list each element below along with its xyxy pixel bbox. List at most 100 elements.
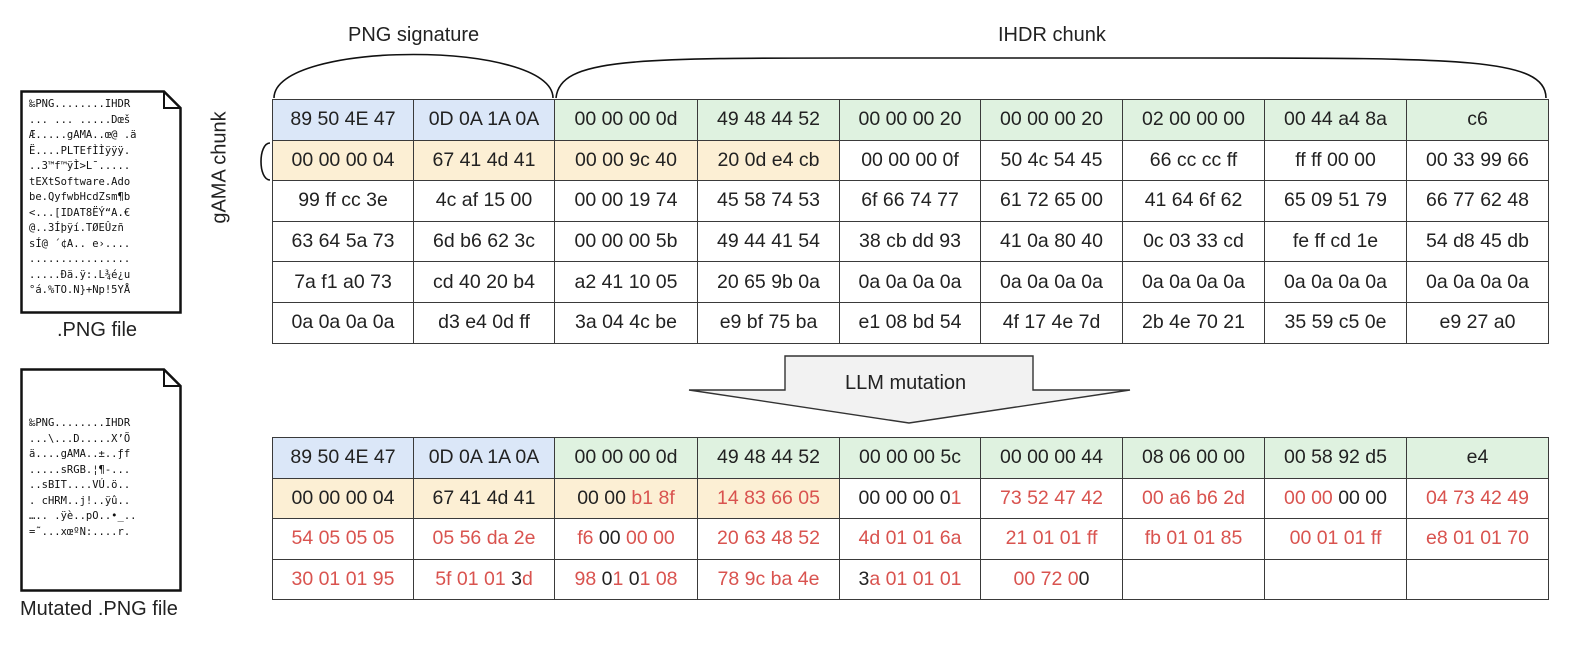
- hex-row: 89 50 4E 47 0D 0A 1A 0A 00 00 00 0d 49 48 4…: [272, 437, 1549, 479]
- file-text-line: ….. .ÿè..pO..•_..: [29, 510, 137, 522]
- llm-mutation-label: LLM mutation: [845, 372, 967, 394]
- byte-text: 0a 0a 0a 0a: [999, 270, 1103, 293]
- hex-row: 0a 0a 0a 0a d3 e4 0d ff 3a 04 4c be e9 bf 7…: [272, 301, 1549, 344]
- file-text-line: Ë....PLTEfÌÌÿÿÿ.: [29, 144, 131, 157]
- mutated-byte-text: 4d 01 01 6a: [858, 527, 962, 550]
- byte-text: 61 72 65 00: [999, 189, 1103, 212]
- hex-cell: 0c 03 33 cd: [1122, 220, 1265, 263]
- hex-cell: 00 44 a4 8a: [1264, 99, 1407, 141]
- file-text-line: @..3Íþÿí.TØEÛzñ: [29, 222, 124, 234]
- byte-text: 0a 0a 0a 0a: [1425, 270, 1529, 293]
- file-text-line: ‰PNG........IHDR: [29, 417, 131, 429]
- byte-text: 35 59 c5 0e: [1284, 311, 1387, 334]
- mutated-byte-text: 78 9c ba 4e: [717, 568, 820, 591]
- hex-cell: 00 00 00 00: [1264, 477, 1407, 520]
- hex-cell: e1 08 bd 54: [839, 301, 981, 344]
- hex-cell: 66 cc cc ff: [1122, 139, 1265, 182]
- hex-cell: 73 52 47 42: [980, 477, 1123, 520]
- byte-text: 00 00 00 5c: [859, 446, 961, 469]
- hex-row: 00 00 00 04 67 41 4d 41 00 00 9c 40 20 0d e…: [272, 139, 1549, 182]
- file-text-line: ..sBIT....VÚ.ö..: [29, 479, 131, 491]
- byte-text: 4c af 15 00: [435, 189, 533, 212]
- hex-cell: 20 65 9b 0a: [697, 261, 840, 303]
- byte-text: 20 65 9b 0a: [716, 270, 820, 293]
- byte-text: 00 00 00 20: [999, 108, 1103, 131]
- hex-cell: 63 64 5a 73: [272, 220, 414, 263]
- hex-cell: e9 27 a0: [1406, 301, 1549, 344]
- hex-cell: 3a 01 01 01: [839, 558, 981, 601]
- hex-cell: 67 41 4d 41: [413, 139, 555, 182]
- hex-row: 89 50 4E 47 0D 0A 1A 0A 00 00 00 0d 49 48 4…: [272, 99, 1549, 141]
- hex-cell: cd 40 20 b4: [413, 261, 555, 303]
- hex-cell: 67 41 4d 41: [413, 477, 555, 520]
- hex-cell: f6 00 00 00: [554, 518, 698, 560]
- hex-cell: 04 73 42 49: [1406, 477, 1549, 520]
- hex-row: 99 ff cc 3e 4c af 15 00 00 00 19 74 45 58 7…: [272, 180, 1549, 222]
- hex-cell: 0a 0a 0a 0a: [980, 261, 1123, 303]
- byte-text: 0D 0A 1A 0A: [428, 108, 540, 131]
- byte-text: 6d b6 62 3c: [433, 230, 535, 253]
- hex-cell: c6: [1406, 99, 1549, 141]
- byte-text: 41 64 6f 62: [1144, 189, 1243, 212]
- png-signature-label: PNG signature: [348, 24, 480, 46]
- hex-cell: 38 cb dd 93: [839, 220, 981, 263]
- hex-cell: 7a f1 a0 73: [272, 261, 414, 303]
- mutated-byte-text: e8 01 01 70: [1425, 527, 1529, 550]
- hex-cell: 30 01 01 95: [272, 558, 414, 601]
- byte-text: 0: [628, 568, 640, 591]
- hex-cell: 00 72 00: [980, 558, 1123, 601]
- gama-chunk-label: gAMA chunk: [208, 111, 231, 224]
- png-file-icon: ‰PNG........IHDR ... ... .....Dœš Æ.....gA…: [20, 90, 182, 314]
- byte-text: 00 33 99 66: [1425, 148, 1529, 171]
- byte-text: 67 41 4d 41: [432, 148, 536, 171]
- hex-cell: 0a 0a 0a 0a: [1406, 261, 1549, 303]
- byte-text: 0: [1078, 568, 1090, 591]
- hex-cell: 4c af 15 00: [413, 180, 555, 222]
- mutated-png-file-icon: ‰PNG........IHDR ...\...D.....X’Õ ä....gAM…: [20, 368, 182, 592]
- hex-cell: 0D 0A 1A 0A: [413, 99, 555, 141]
- hex-cell: 00 00 00 0d: [554, 437, 698, 479]
- file-text-line: ................: [29, 253, 131, 265]
- gama-chunk-brace: [260, 142, 271, 181]
- hex-cell: e9 bf 75 ba: [697, 301, 840, 344]
- hex-cell: 00 00 00 04: [272, 139, 414, 182]
- hex-cell: 00 00 00 5c: [839, 437, 981, 479]
- file-outline-icon: [20, 368, 182, 592]
- hex-cell: 21 01 01 ff: [980, 518, 1123, 560]
- hex-cell: 00 00 19 74: [554, 180, 698, 222]
- hex-cell: 00 00 b1 8f: [554, 477, 698, 520]
- hex-cell: 65 09 51 79: [1264, 180, 1407, 222]
- byte-text: d3 e4 0d ff: [438, 311, 530, 334]
- byte-text: 02 00 00 00: [1141, 108, 1245, 131]
- mutated-hex-table: 89 50 4E 47 0D 0A 1A 0A 00 00 00 0d 49 48 4…: [272, 437, 1549, 601]
- byte-text: 4f 17 4e 7d: [1002, 311, 1101, 334]
- byte-text: 08 06 00 00: [1141, 446, 1245, 469]
- hex-cell: 89 50 4E 47: [272, 99, 414, 141]
- hex-cell: 00 33 99 66: [1406, 139, 1549, 182]
- mutated-byte-text: 1 08: [639, 568, 678, 591]
- mutated-byte-text: 1: [612, 568, 629, 591]
- byte-text: 0c 03 33 cd: [1143, 230, 1244, 253]
- hex-cell: 00 00 00 20: [980, 99, 1123, 141]
- mutated-byte-text: d: [521, 568, 533, 591]
- mutated-byte-text: 00 00: [625, 527, 675, 550]
- hex-cell: [1122, 558, 1265, 601]
- byte-text: 63 64 5a 73: [291, 230, 395, 253]
- hex-cell: [1406, 558, 1549, 601]
- hex-cell: a2 41 10 05: [554, 261, 698, 303]
- mutated-byte-text: 00 00: [1283, 486, 1339, 509]
- mutated-byte-text: fb 01 01 85: [1144, 527, 1243, 550]
- byte-text: 66 cc cc ff: [1149, 148, 1238, 171]
- hex-cell: 3a 04 4c be: [554, 301, 698, 344]
- hex-cell: 0a 0a 0a 0a: [1122, 261, 1265, 303]
- byte-text: 65 09 51 79: [1283, 189, 1387, 212]
- hex-cell: 49 48 44 52: [697, 99, 840, 141]
- file-text-line: ... ... .....Dœš: [29, 113, 131, 126]
- file-text-line: be.QyfwbHcdZsm¶b: [29, 191, 131, 203]
- byte-text: 0a 0a 0a 0a: [1283, 270, 1387, 293]
- byte-text: fe ff cd 1e: [1292, 230, 1379, 253]
- hex-cell: 00 00 00 0d: [554, 99, 698, 141]
- hex-cell: 99 ff cc 3e: [272, 180, 414, 222]
- hex-cell: d3 e4 0d ff: [413, 301, 555, 344]
- byte-text: 2b 4e 70 21: [1141, 311, 1245, 334]
